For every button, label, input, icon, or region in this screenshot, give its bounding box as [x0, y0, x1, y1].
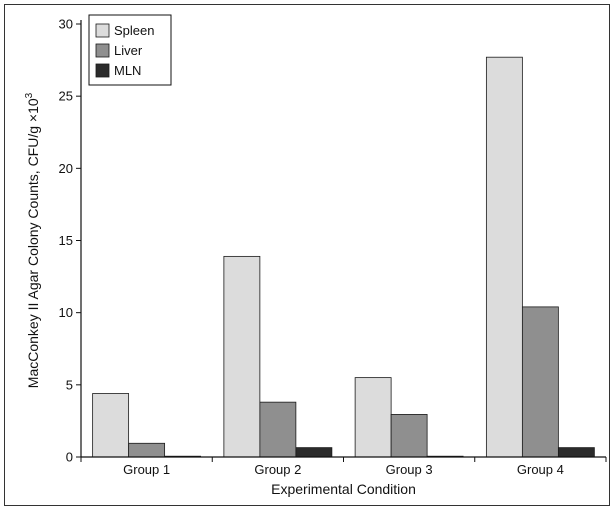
- bar-liver-1: [128, 442, 166, 458]
- y-tick-label: 0: [66, 450, 73, 465]
- bar-mln-2: [295, 447, 333, 458]
- legend-swatch-mln: [95, 63, 110, 78]
- bar-mln-4: [557, 447, 595, 458]
- bars-group: [92, 56, 595, 458]
- legend-label-spleen: Spleen: [114, 23, 154, 38]
- bar-spleen-4: [485, 56, 523, 458]
- y-axis-title-superscript: 3: [24, 92, 35, 98]
- bar-liver-3: [390, 414, 428, 458]
- y-tick-label: 20: [59, 161, 73, 176]
- legend-swatch-liver: [95, 43, 110, 58]
- x-tick-label: Group 4: [517, 462, 564, 477]
- y-tick-label: 15: [59, 233, 73, 248]
- x-axis-title: Experimental Condition: [271, 481, 416, 497]
- y-axis-title: MacConkey II Agar Colony Counts, CFU/g ×…: [24, 92, 41, 388]
- x-tick-label: Group 1: [123, 462, 170, 477]
- legend-label-mln: MLN: [114, 63, 141, 78]
- y-tick-label: 5: [66, 377, 73, 392]
- axes-group: Group 1 Group 2 Group 3 Group 4 0 5 10 15 20 25 30: [59, 17, 607, 477]
- legend: Spleen Liver MLN: [88, 14, 172, 86]
- x-tick-label: Group 3: [386, 462, 433, 477]
- bar-liver-2: [259, 401, 297, 458]
- bar-spleen-1: [92, 393, 130, 458]
- y-tick-label: 25: [59, 89, 73, 104]
- bar-spleen-2: [223, 255, 261, 458]
- bar-liver-4: [521, 306, 559, 458]
- bar-spleen-3: [354, 377, 392, 458]
- y-axis-title-main: MacConkey II Agar Colony Counts, CFU/g ×…: [25, 98, 41, 388]
- y-tick-label: 10: [59, 305, 73, 320]
- legend-swatch-spleen: [95, 23, 110, 38]
- y-tick-label: 30: [59, 17, 73, 32]
- x-tick-label: Group 2: [254, 462, 301, 477]
- legend-label-liver: Liver: [114, 43, 143, 58]
